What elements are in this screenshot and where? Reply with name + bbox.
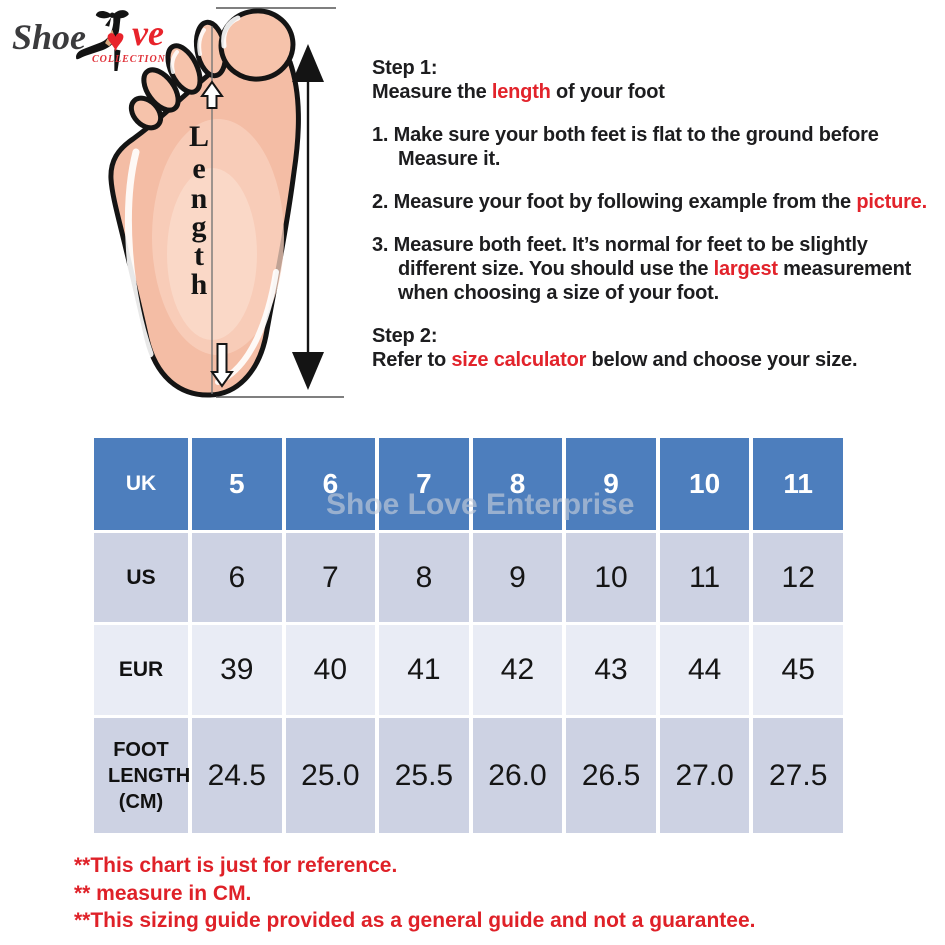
watermark: Shoe Love Enterprise [326,488,635,521]
row-label-us: US [94,533,188,622]
highlight-size-calculator: size calculator [451,349,587,371]
length-letter: L [189,120,209,153]
table-row-eur: EUR 39 40 41 42 43 44 45 [94,625,843,715]
eur-size-cell: 40 [285,625,376,715]
instruction-item-3-line-1: 3. Measure both feet. It’s normal for fe… [372,234,868,256]
uk-size-cell: 11 [753,438,843,530]
step2-text: Refer to size calculator below and choos… [372,349,858,371]
us-size-cell: 9 [472,533,563,622]
us-size-cell: 8 [379,533,469,622]
hollow-down-arrow-icon [210,343,234,388]
uk-size-cell: 9 [566,438,656,530]
eur-size-cell: 42 [472,625,563,715]
instruction-item-3-line-3: when choosing a size of your foot. [398,282,719,304]
uk-size-cell: 5 [192,438,282,530]
uk-size-cell: 10 [659,438,750,530]
disclaimer-notes: **This chart is just for reference. ** m… [74,852,755,935]
length-letter: n [191,182,208,215]
foot-length-cell: 27.0 [659,718,750,833]
size-conversion-table: Shoe Love Enterprise UK 5 6 7 8 9 10 11 … [94,438,843,836]
highlight-largest: largest [713,258,778,280]
logo-subtitle: COLLECTION [92,54,166,65]
table-row-us: US 6 7 8 9 10 11 12 [94,533,843,622]
length-letter: h [191,268,208,301]
highlight-length: length [491,81,551,103]
instruction-item-2: 2. Measure your foot by following exampl… [372,191,927,213]
length-letter: e [192,152,205,185]
logo-word-ve: ve [132,13,164,53]
length-measure-arrow [292,44,324,390]
foot-length-cell: 27.5 [753,718,843,833]
foot-length-cell: 26.5 [566,718,656,833]
table-row-foot-length: FOOT LENGTH (CM) 24.5 25.0 25.5 26.0 26.… [94,718,843,833]
length-letter: t [194,239,204,272]
high-heel-icon [76,10,129,71]
us-size-cell: 11 [659,533,750,622]
row-label-foot-length: FOOT LENGTH (CM) [94,718,190,833]
step2-title: Step 2: [372,325,438,347]
foot-length-cell: 25.0 [285,718,376,833]
length-letter: g [192,210,207,243]
uk-size-cell: 8 [472,438,563,530]
eur-size-cell: 39 [192,625,282,715]
foot-measurement-figure: L e n g t h [108,7,344,398]
highlight-picture: picture. [856,191,927,213]
brand-logo: Shoe ♥ ve COLLECTION [10,4,190,74]
step1-title: Step 1: [372,57,438,79]
note-line-1: **This chart is just for reference. [74,854,398,877]
foot-length-cell: 24.5 [192,718,282,833]
foot-length-cell: 25.5 [379,718,469,833]
us-size-cell: 6 [192,533,282,622]
uk-size-cell: 6 [285,438,376,530]
note-line-3: **This sizing guide provided as a genera… [74,909,756,932]
us-size-cell: 12 [753,533,843,622]
row-label-eur: EUR [94,625,188,715]
instruction-item-3-line-2: different size. You should use the large… [398,258,912,280]
instruction-item-1-line-2: Measure it. [398,148,501,170]
hollow-up-arrow-icon [200,80,224,109]
foot-toes [128,8,296,131]
eur-size-cell: 44 [659,625,750,715]
heart-icon: ♥ [106,22,125,58]
eur-size-cell: 43 [566,625,656,715]
eur-size-cell: 45 [753,625,843,715]
us-size-cell: 7 [285,533,376,622]
foot-length-cell: 26.0 [472,718,563,833]
uk-size-cell: 7 [379,438,469,530]
eur-size-cell: 41 [379,625,469,715]
row-label-uk: UK [94,438,188,530]
note-line-2: ** measure in CM. [74,881,252,905]
instruction-item-1-line-1: 1. Make sure your both feet is flat to t… [372,124,879,146]
us-size-cell: 10 [566,533,656,622]
measuring-instructions: Step 1: Measure the length of your foot … [372,56,927,372]
table-row-uk: UK 5 6 7 8 9 10 11 [94,438,843,530]
step1-text: Measure the length of your foot [372,81,665,103]
logo-word-shoe: Shoe [12,17,87,57]
